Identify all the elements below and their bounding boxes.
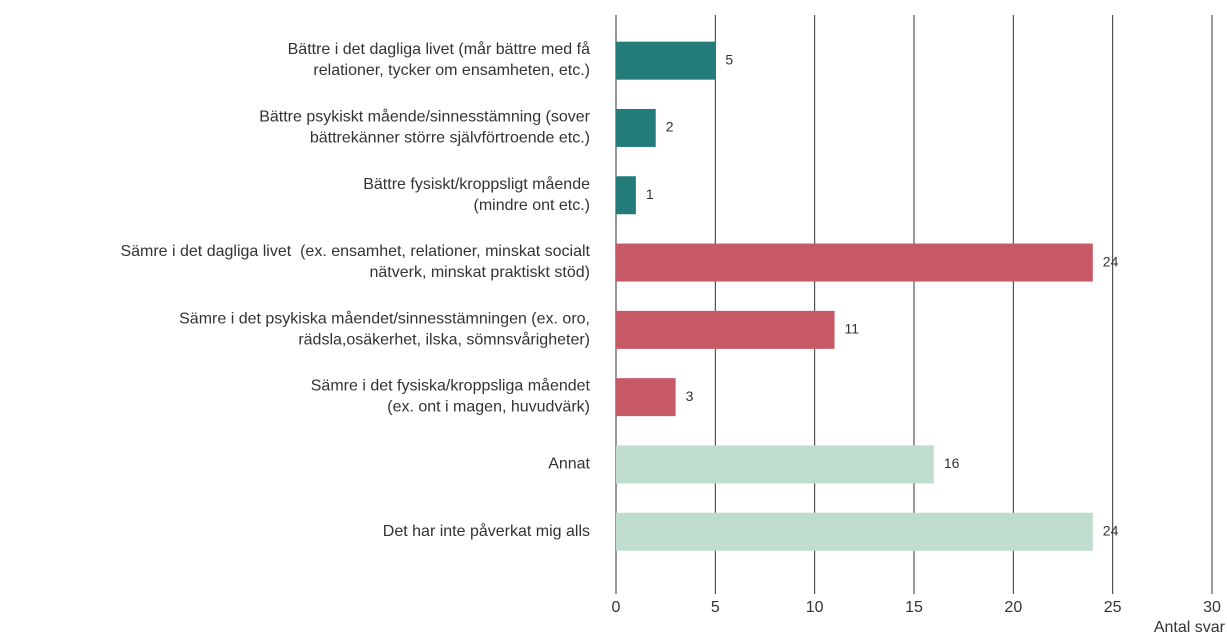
y-tick-label-line: Sämre i det fysiska/kroppsliga måendet [311, 377, 591, 395]
value-label: 2 [666, 119, 674, 135]
bar [616, 378, 676, 417]
bar [616, 176, 636, 215]
y-tick-label: Sämre i det psykiska måendet/sinnesstämn… [179, 310, 590, 349]
bar [616, 41, 716, 80]
x-tick-label: 25 [1104, 599, 1122, 616]
y-tick-label: Sämre i det dagliga livet (ex. ensamhet,… [120, 243, 590, 281]
y-tick-label-line: Sämre i det psykiska måendet/sinnesstämn… [179, 310, 590, 328]
y-tick-label: Sämre i det fysiska/kroppsliga måendet (e… [311, 377, 591, 416]
y-tick-label-line: Bättre i det dagliga livet (mår bättre m… [288, 40, 590, 58]
y-tick-label: Bättre fysiskt/kroppsligt mående (mindre … [363, 175, 590, 214]
y-tick-label-line: bättrekänner större självförtroende etc.… [310, 130, 590, 147]
y-tick-label: Bättre psykiskt mående/sinnesstämning (s… [259, 108, 590, 147]
bar [616, 108, 656, 147]
y-tick-label-line: Sämre i det dagliga livet (ex. ensamhet,… [120, 243, 590, 260]
value-label: 16 [944, 455, 960, 471]
y-tick-label-line: nätverk, minskat praktiskt stöd) [369, 264, 590, 281]
value-label: 5 [725, 51, 733, 67]
bar [616, 310, 835, 349]
x-tick-label: 5 [711, 599, 720, 616]
y-tick-label-line: (mindre ont etc.) [474, 197, 590, 214]
x-tick-label: 30 [1203, 599, 1221, 616]
value-label: 24 [1103, 253, 1119, 269]
x-tick-label: 10 [806, 599, 824, 616]
y-tick-label-line: Det har inte påverkat mig alls [383, 522, 590, 540]
x-axis-label: Antal svar [1154, 619, 1226, 636]
y-tick-label: Bättre i det dagliga livet (mår bättre m… [288, 40, 590, 79]
y-tick-label: Det har inte påverkat mig alls [383, 522, 590, 540]
value-label: 3 [686, 388, 694, 404]
y-tick-label-line: Bättre fysiskt/kroppsligt mående [363, 175, 590, 193]
x-tick-label: 20 [1004, 599, 1022, 616]
y-tick-label-line: rädsla,osäkerhet, ilska, sömnsvårigheter… [298, 331, 590, 349]
y-tick-label-line: Annat [548, 456, 590, 473]
bar [616, 445, 934, 484]
bar [616, 243, 1093, 282]
y-tick-label-line: (ex. ont i magen, huvudvärk) [387, 399, 590, 416]
value-label: 11 [845, 321, 860, 337]
bar [616, 512, 1093, 551]
x-tick-label: 15 [905, 599, 923, 616]
x-tick-label: 0 [612, 599, 621, 616]
y-tick-label-line: relationer, tycker om ensamheten, etc.) [313, 62, 590, 79]
y-tick-label: Annat [548, 456, 590, 473]
value-label: 24 [1103, 522, 1119, 538]
y-tick-label-line: Bättre psykiskt mående/sinnesstämning (s… [259, 108, 590, 126]
value-label: 1 [646, 186, 654, 202]
